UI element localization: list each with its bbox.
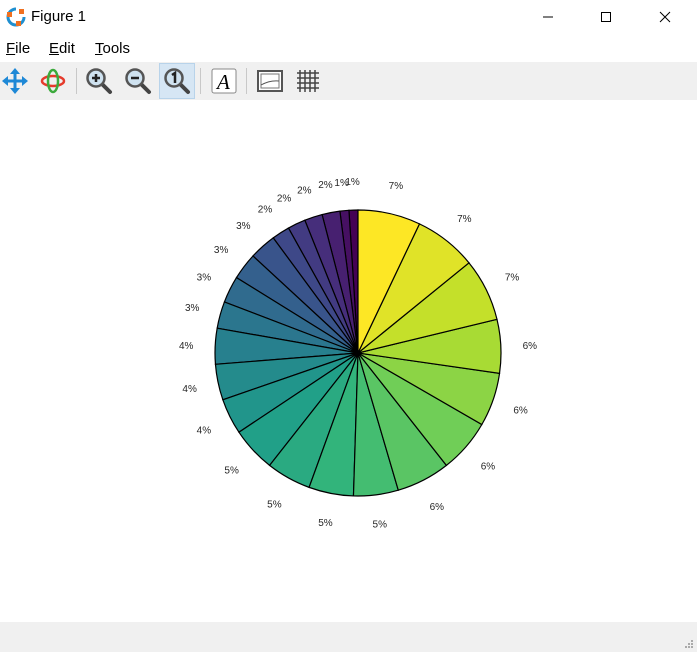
pie-slice-label: 6% [430,502,445,513]
menu-tools[interactable]: Tools [95,40,130,57]
pie-slice-label: 7% [505,273,520,284]
toolbar-separator [76,68,77,94]
menu-edit-label: dit [59,40,75,57]
pie-slice-label: 2% [318,180,333,191]
zoom-in-icon [86,68,112,94]
zoom-reset-icon [164,68,190,94]
rotate-button[interactable] [35,63,71,99]
menu-tools-label: ools [102,40,131,57]
pie-slice-label: 2% [258,204,273,215]
pan-icon [2,68,28,94]
pie-slice-label: 2% [297,186,312,197]
menu-file[interactable]: File [6,40,30,57]
pan-button[interactable] [0,63,33,99]
menu-edit[interactable]: Edit [49,40,75,57]
grid-button[interactable] [290,63,326,99]
pie-slice-label: 6% [481,462,496,473]
minimize-button[interactable] [525,0,571,34]
zoom-out-button[interactable] [120,63,156,99]
pie-slice-label: 5% [267,499,282,510]
grid-icon [297,70,319,92]
resize-grip-icon[interactable] [684,639,694,649]
pie-slice-label: 3% [214,245,229,256]
status-bar [0,622,697,652]
toolbar-separator [246,68,247,94]
pie-slice-label: 4% [197,425,212,436]
zoom-out-icon [125,68,151,94]
close-button[interactable] [642,0,688,34]
zoom-in-button[interactable] [81,63,117,99]
minimize-icon [543,16,553,18]
pie-slice-label: 5% [224,466,239,477]
menu-tools-mnemonic: T [95,40,103,57]
pie-slice-label: 5% [373,520,388,531]
axes-icon [257,70,283,92]
octave-logo-icon [6,7,26,27]
window-title: Figure 1 [31,8,87,25]
pie-slice-label: 3% [185,303,200,314]
menu-file-label: ile [15,40,31,57]
pie-slice-label: 2% [277,194,292,205]
toolbar-separator [200,68,201,94]
rotate-icon [40,68,66,94]
pie-slice-label: 5% [318,518,333,529]
pie-slice-label: 7% [457,214,472,225]
text-icon: A [211,68,237,94]
pie-slice-label: 3% [236,221,251,232]
pie-chart: 1%1%2%2%2%2%3%3%3%3%4%4%4%5%5%5% 5%6%6%6%… [179,177,538,531]
pie-slice-label: 4% [179,341,194,352]
axes-button[interactable] [252,63,288,99]
svg-text:A: A [215,70,230,94]
pie-slice-label: 6% [523,341,538,352]
pie-slice-label: 6% [513,405,528,416]
pie-slice-label: 7% [389,181,404,192]
close-icon [659,11,671,23]
pie-slice-label: 3% [197,273,212,284]
title-bar: Figure 1 [0,0,697,34]
toolbar: A [0,62,697,100]
menu-edit-mnemonic: E [49,40,60,57]
pie-slice [357,209,421,354]
menu-file-mnemonic: F [6,40,16,57]
figure-canvas: 1% 1% 2% 2% 2% 2% 3% 3% 3% 3% 4% 4% 4% 5% 5% 5% 5% 6% 6% 6%… [0,100,697,622]
pie-slice-label: 1% [334,178,349,189]
pie-slice-label: 4% [182,384,197,395]
zoom-reset-button[interactable] [159,63,195,99]
pie-slice-label: 1% [345,177,360,188]
maximize-icon [601,12,611,22]
text-button[interactable]: A [206,63,242,99]
menu-bar: File Edit Tools [0,36,697,61]
maximize-button[interactable] [583,0,629,34]
